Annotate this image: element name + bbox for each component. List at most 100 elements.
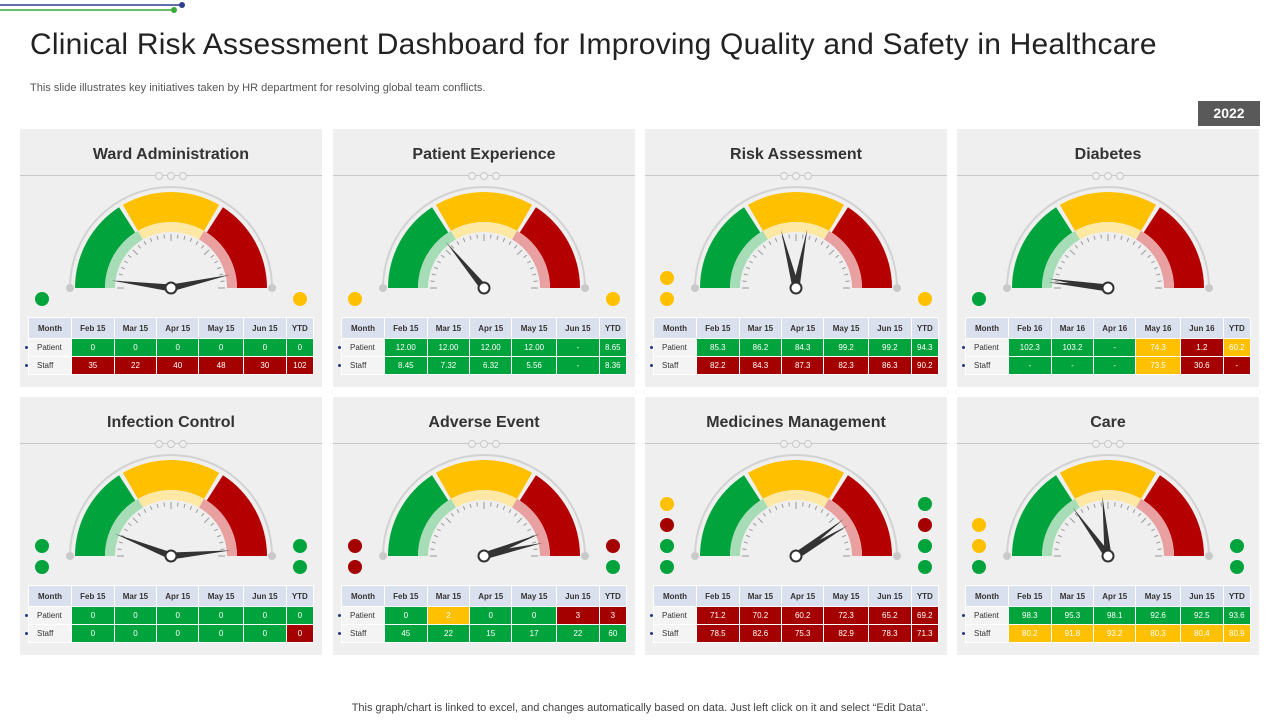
page-subtitle: This slide illustrates key initiatives t… bbox=[30, 82, 486, 94]
gauge-red-inner bbox=[512, 498, 550, 556]
gauge-tick bbox=[143, 508, 147, 513]
gauge-tick bbox=[1093, 235, 1096, 240]
gauge-green-zone bbox=[75, 207, 136, 288]
red-status-indicator bbox=[348, 560, 362, 574]
yellow-status-indicator bbox=[293, 292, 307, 306]
row-label: Staff bbox=[962, 357, 1008, 374]
green-status-indicator bbox=[1230, 560, 1244, 574]
gauge-tick bbox=[1093, 503, 1096, 508]
table-cell: 78.3 bbox=[869, 625, 911, 642]
column-header: Jun 15 bbox=[557, 586, 599, 606]
gauge-tick bbox=[768, 508, 772, 513]
gauge-needle bbox=[111, 280, 172, 292]
column-header: May 15 bbox=[824, 586, 869, 606]
gauge-tick bbox=[788, 234, 790, 239]
table-cell: 82.6 bbox=[739, 625, 782, 642]
table-cell: 102.3 bbox=[1009, 339, 1051, 356]
gauge-tick bbox=[183, 503, 186, 508]
gauge-green-inner bbox=[105, 230, 143, 288]
table-cell: 98.3 bbox=[1009, 607, 1051, 624]
gauge-tick bbox=[516, 249, 523, 256]
gauge-green-inner bbox=[418, 498, 456, 556]
table-cell: 1.2 bbox=[1181, 339, 1223, 356]
column-header: Jun 15 bbox=[244, 586, 286, 606]
gauge-tick bbox=[1114, 234, 1116, 239]
gauge-tick bbox=[828, 517, 835, 524]
column-header: May 15 bbox=[199, 318, 244, 338]
gauge-rim-end-left bbox=[66, 284, 74, 292]
gauge-tick bbox=[1057, 534, 1062, 538]
gauge-tick bbox=[514, 244, 518, 249]
divider-dots-icon bbox=[155, 172, 187, 180]
table-cell: - bbox=[557, 357, 599, 374]
table-cell: 84.3 bbox=[782, 339, 824, 356]
gauge-tick bbox=[1151, 528, 1156, 532]
gauge-tick bbox=[143, 240, 147, 245]
column-header: Jun 15 bbox=[557, 318, 599, 338]
panel-risk-assessment: Risk Assessment Month Feb 15 Mar 15 Apr 15 Ma… bbox=[645, 129, 947, 387]
gauge-tick bbox=[1069, 249, 1076, 256]
column-header: Feb 15 bbox=[1009, 586, 1051, 606]
gauge-rim-end-right bbox=[1205, 552, 1213, 560]
table-row: Patient 98.3 95.3 98.1 92.6 92.5 93.6 bbox=[962, 607, 1250, 624]
gauge-red-inner bbox=[199, 230, 237, 288]
gauge-red-zone bbox=[206, 207, 267, 288]
gauge-tick bbox=[156, 503, 159, 508]
gauge-tick bbox=[814, 505, 818, 510]
table-cell: 86.2 bbox=[739, 339, 782, 356]
gauge-tick bbox=[1157, 548, 1162, 550]
gauge-tick bbox=[433, 266, 438, 270]
table-cell: 82.2 bbox=[697, 357, 739, 374]
gauge-tick bbox=[214, 528, 219, 532]
gauge-tick bbox=[1064, 522, 1069, 526]
gauge-tick bbox=[742, 548, 747, 550]
column-header: Jun 15 bbox=[869, 318, 911, 338]
table-row: Staff 35 22 40 48 30 102 bbox=[25, 357, 313, 374]
table-cell: 12.00 bbox=[512, 339, 557, 356]
row-label: Patient bbox=[25, 607, 71, 624]
column-header: Month bbox=[966, 318, 1008, 338]
column-header: Mar 15 bbox=[1051, 586, 1094, 606]
gauge-needle bbox=[1072, 507, 1111, 559]
data-table-diabetes: Month Feb 16 Mar 16 Apr 16 May 16 Jun 16 YTD Pa… bbox=[962, 317, 1251, 375]
gauge-tick bbox=[120, 266, 125, 270]
gauge-tick bbox=[532, 541, 537, 544]
table-cell: 0 bbox=[286, 607, 313, 624]
gauge-tick bbox=[117, 548, 122, 550]
table-cell: 30.6 bbox=[1181, 357, 1223, 374]
gauge-tick bbox=[802, 234, 804, 239]
gauge-tick bbox=[127, 522, 132, 526]
green-status-indicator bbox=[35, 539, 49, 553]
table-cell: 0 bbox=[199, 625, 244, 642]
gauge-hub bbox=[477, 281, 491, 295]
year-badge: 2022 bbox=[1198, 101, 1260, 126]
green-status-indicator bbox=[293, 560, 307, 574]
table-cell: 12.00 bbox=[427, 339, 470, 356]
column-header: YTD bbox=[286, 586, 313, 606]
green-status-indicator bbox=[35, 292, 49, 306]
gauge-tick bbox=[826, 244, 830, 249]
gauge-tick bbox=[496, 503, 499, 508]
table-cell: 0 bbox=[199, 607, 244, 624]
table-cell: 0 bbox=[244, 607, 286, 624]
gauge-rim-end-left bbox=[1003, 284, 1011, 292]
gauge-tick bbox=[496, 235, 499, 240]
gauge-tick bbox=[768, 240, 772, 245]
gauge-yellow-inner bbox=[450, 222, 518, 240]
gauge-tick bbox=[189, 505, 193, 510]
table-cell: 60 bbox=[599, 625, 626, 642]
gauge-tick bbox=[523, 522, 528, 526]
table-row: Patient 0 0 0 0 0 0 bbox=[25, 607, 313, 624]
gauge-tick bbox=[533, 280, 538, 282]
green-status-indicator bbox=[35, 560, 49, 574]
column-header: Month bbox=[342, 318, 384, 338]
table-cell: 92.6 bbox=[1136, 607, 1181, 624]
gauge-tick bbox=[774, 237, 778, 242]
table-header-row: Month Feb 15 Mar 15 Apr 15 May 15 Jun 15 YTD bbox=[654, 586, 938, 606]
gauge-tick bbox=[490, 234, 492, 239]
gauge-tick bbox=[445, 517, 452, 524]
table-row: Patient 0 2 0 0 3 3 bbox=[338, 607, 626, 624]
table-cell: - bbox=[1223, 357, 1250, 374]
green-status-indicator bbox=[918, 560, 932, 574]
gauge-yellow-inner bbox=[137, 222, 205, 240]
